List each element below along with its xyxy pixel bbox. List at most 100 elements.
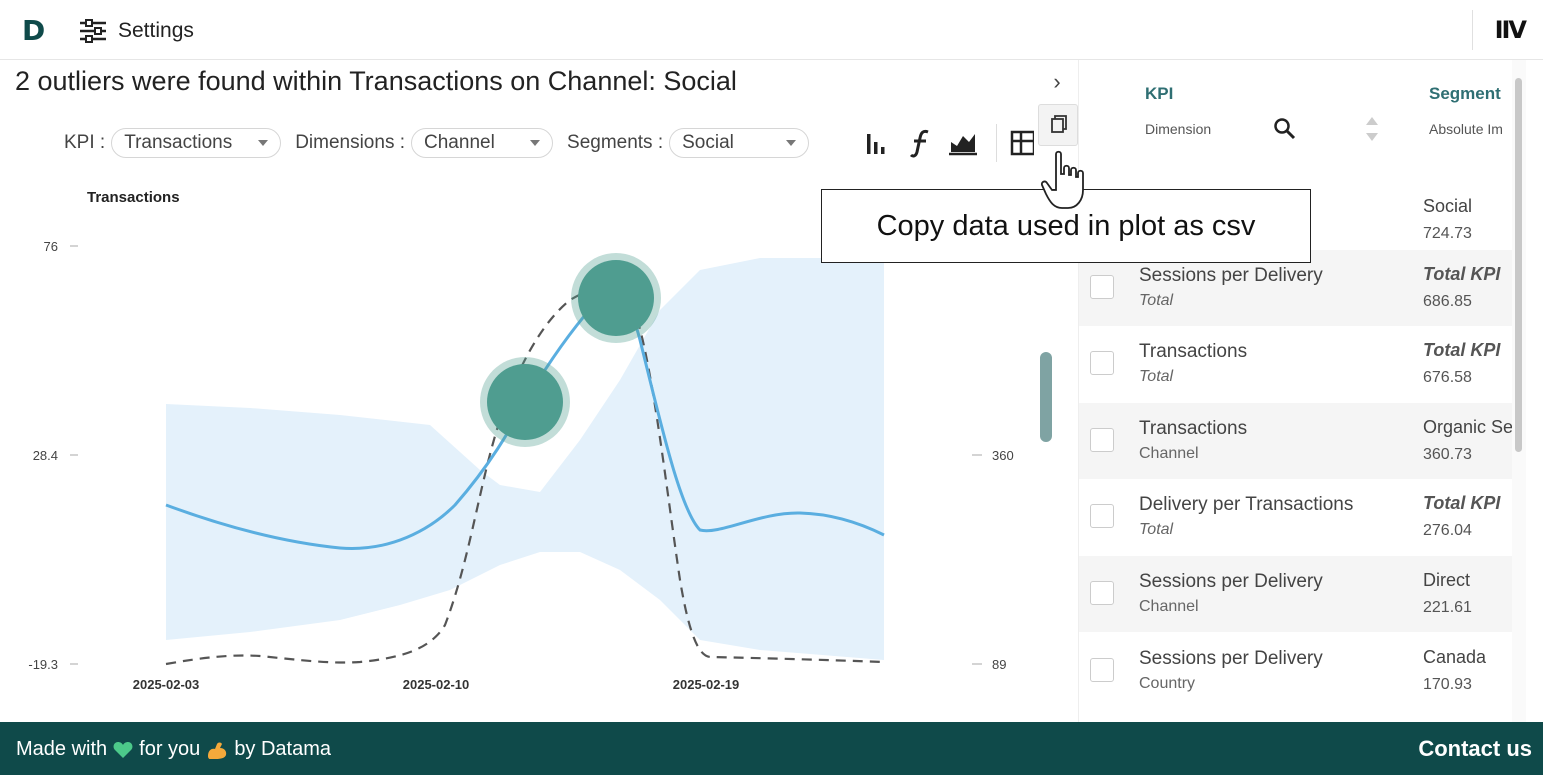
area-chart-icon bbox=[949, 134, 977, 156]
chevron-down-icon bbox=[258, 140, 269, 146]
x-tick-label: 2025-02-19 bbox=[673, 677, 740, 692]
column-header-kpi[interactable]: KPI bbox=[1145, 84, 1174, 103]
panel-resize-handle[interactable] bbox=[1040, 352, 1052, 442]
page-title: 2 outliers were found within Transaction… bbox=[15, 66, 737, 96]
column-subheader-absolute-impact: Absolute Im bbox=[1429, 121, 1503, 137]
row-checkbox[interactable] bbox=[1090, 504, 1114, 528]
copy-csv-button[interactable] bbox=[1038, 104, 1078, 146]
segments-select[interactable]: Social bbox=[669, 128, 810, 158]
function-button[interactable] bbox=[906, 128, 936, 158]
row-dimension: Channel bbox=[1139, 598, 1199, 615]
topbar-divider bbox=[1472, 10, 1473, 50]
table-row[interactable]: Sessions per Delivery Total Total KPI 68… bbox=[1079, 250, 1513, 326]
table-row[interactable]: Sessions per Delivery Country Canada 170… bbox=[1079, 633, 1513, 709]
table-row[interactable]: Sessions per Delivery Channel Direct 221… bbox=[1079, 556, 1513, 632]
row-segment: Canada bbox=[1423, 647, 1487, 667]
row-kpi: Delivery per Transactions bbox=[1139, 494, 1354, 515]
segments-select-value: Social bbox=[682, 132, 734, 153]
table-header: KPI Dimension Segment Absolute Im bbox=[1079, 60, 1513, 170]
scrollbar-thumb[interactable] bbox=[1515, 78, 1522, 452]
row-absolute-impact: 360.73 bbox=[1423, 446, 1472, 463]
y2-tick-label: 360 bbox=[992, 448, 1014, 463]
copy-icon bbox=[1051, 115, 1067, 133]
row-dimension: Country bbox=[1139, 675, 1196, 692]
search-icon[interactable] bbox=[1272, 116, 1298, 142]
x-tick-label: 2025-02-03 bbox=[133, 677, 200, 692]
table-icon bbox=[1010, 130, 1036, 156]
row-absolute-impact: 170.93 bbox=[1423, 676, 1472, 693]
row-dimension: Total bbox=[1139, 292, 1174, 309]
chevron-down-icon bbox=[786, 140, 797, 146]
area-chart-button[interactable] bbox=[948, 128, 978, 158]
row-checkbox[interactable] bbox=[1090, 581, 1114, 605]
footer-made-with: Made with bbox=[16, 738, 108, 760]
row-segment: Social bbox=[1423, 196, 1473, 216]
collapse-panel-button[interactable]: › bbox=[1036, 64, 1078, 100]
table-scrollbar[interactable] bbox=[1512, 60, 1526, 722]
kpi-label: KPI : bbox=[64, 132, 106, 153]
dimensions-select-value: Channel bbox=[424, 132, 495, 153]
row-dimension: Total bbox=[1139, 521, 1174, 538]
footer: Made with for you by Datama Contact us bbox=[0, 722, 1543, 775]
column-subheader-dimension: Dimension bbox=[1145, 121, 1212, 137]
column-header-segment[interactable]: Segment bbox=[1429, 84, 1501, 103]
chevron-down-icon bbox=[530, 140, 541, 146]
outlier-point-core bbox=[578, 260, 654, 336]
y-tick-label: 76 bbox=[44, 239, 58, 254]
filter-controls: KPI : Transactions Dimensions : Channel … bbox=[64, 126, 823, 160]
kpi-select-value: Transactions bbox=[124, 132, 233, 153]
row-checkbox[interactable] bbox=[1090, 658, 1114, 682]
comparison-dashed-line bbox=[165, 286, 885, 666]
kpi-table: KPI Dimension Segment Absolute Im Social… bbox=[1078, 60, 1513, 722]
row-checkbox[interactable] bbox=[1090, 428, 1114, 452]
table-row[interactable]: Transactions Channel Organic Se 360.73 bbox=[1079, 403, 1513, 479]
y-tick-label: 28.4 bbox=[33, 448, 58, 463]
footer-credits: Made with for you by Datama bbox=[16, 738, 331, 761]
row-dimension: Total bbox=[1139, 368, 1174, 385]
kpi-select[interactable]: Transactions bbox=[111, 128, 282, 158]
table-row[interactable]: Delivery per Transactions Total Total KP… bbox=[1079, 479, 1513, 555]
footer-for-you: for you bbox=[139, 738, 201, 760]
row-absolute-impact: 676.58 bbox=[1423, 369, 1472, 386]
table-row[interactable]: Transactions Total Total KPI 676.58 bbox=[1079, 326, 1513, 402]
row-kpi: Sessions per Delivery bbox=[1139, 571, 1323, 592]
datama-logo[interactable]: D bbox=[22, 14, 46, 47]
function-icon bbox=[909, 129, 929, 158]
sort-icon[interactable] bbox=[1363, 114, 1381, 144]
row-kpi: Transactions bbox=[1139, 418, 1248, 439]
dimensions-select[interactable]: Channel bbox=[411, 128, 554, 158]
chevron-right-icon: › bbox=[1053, 69, 1061, 94]
row-segment: Total KPI bbox=[1423, 493, 1501, 513]
bar-chart-button[interactable] bbox=[862, 128, 892, 158]
muscle-arm-icon bbox=[208, 742, 227, 759]
brand-logo[interactable]: IIV bbox=[1494, 16, 1527, 44]
toolbar-divider bbox=[996, 124, 997, 162]
confidence-band bbox=[166, 258, 884, 660]
settings-label: Settings bbox=[118, 19, 194, 42]
y-axis-title: Transactions bbox=[87, 189, 180, 206]
x-tick-label: 2025-02-10 bbox=[403, 677, 470, 692]
bar-chart-icon bbox=[867, 134, 885, 154]
row-checkbox[interactable] bbox=[1090, 275, 1114, 299]
row-absolute-impact: 221.61 bbox=[1423, 599, 1472, 616]
row-absolute-impact: 686.85 bbox=[1423, 293, 1472, 310]
hand-cursor-icon bbox=[1040, 150, 1084, 209]
row-dimension: Channel bbox=[1139, 445, 1199, 462]
contact-us-link[interactable]: Contact us bbox=[1418, 736, 1532, 761]
top-bar: D Settings IIV bbox=[0, 0, 1543, 60]
row-segment: Total KPI bbox=[1423, 264, 1501, 284]
row-kpi: Sessions per Delivery bbox=[1139, 648, 1323, 669]
sliders-icon bbox=[80, 19, 106, 43]
heart-icon bbox=[113, 741, 133, 758]
dimensions-label: Dimensions : bbox=[295, 132, 406, 153]
segments-label: Segments : bbox=[567, 132, 664, 153]
row-segment: Direct bbox=[1423, 570, 1471, 590]
y2-tick-label: 89 bbox=[992, 657, 1006, 672]
row-checkbox[interactable] bbox=[1090, 351, 1114, 375]
outlier-point-core bbox=[487, 364, 563, 440]
row-segment: Total KPI bbox=[1423, 340, 1501, 360]
row-kpi: Sessions per Delivery bbox=[1139, 265, 1323, 286]
row-kpi: Transactions bbox=[1139, 341, 1248, 362]
settings-button[interactable]: Settings bbox=[78, 14, 194, 48]
